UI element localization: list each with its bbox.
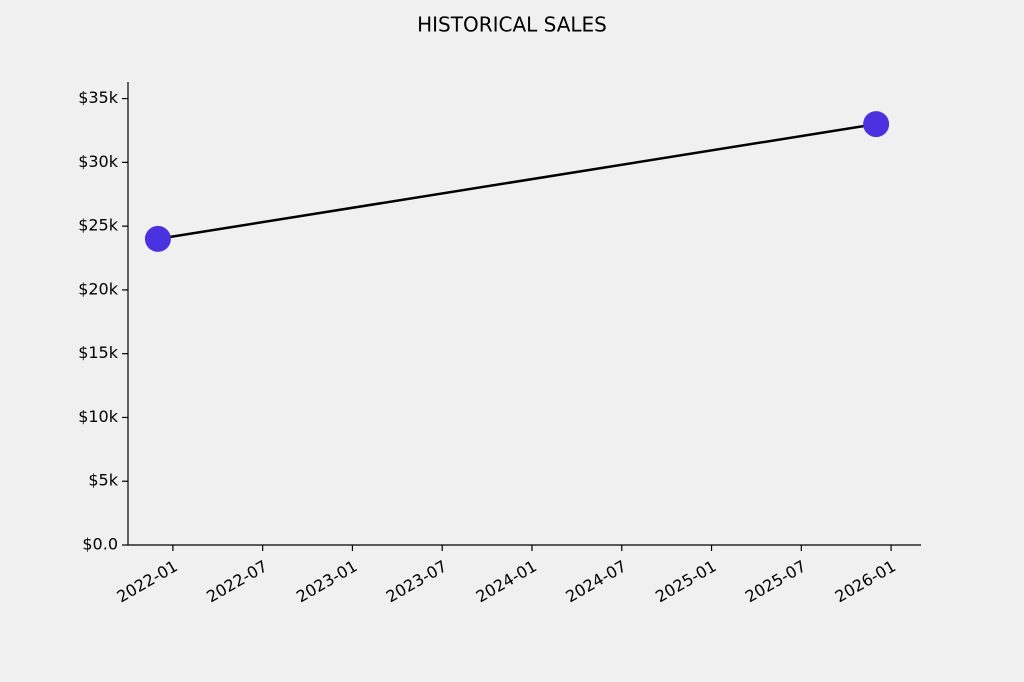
series-line: [157, 122, 877, 241]
data-point: [863, 111, 890, 138]
y-tick-label: $35k: [78, 88, 119, 107]
chart-title: HISTORICAL SALES: [417, 13, 607, 37]
y-tick-label: $10k: [78, 407, 119, 426]
y-tick-label: $5k: [88, 471, 118, 490]
y-tick-label: $25k: [78, 216, 119, 235]
y-tick-label: $30k: [78, 152, 119, 171]
y-tick-label: $15k: [78, 343, 119, 362]
data-point: [144, 225, 171, 252]
y-tick-label: $20k: [78, 279, 119, 298]
y-tick-label: $0.0: [82, 535, 118, 554]
